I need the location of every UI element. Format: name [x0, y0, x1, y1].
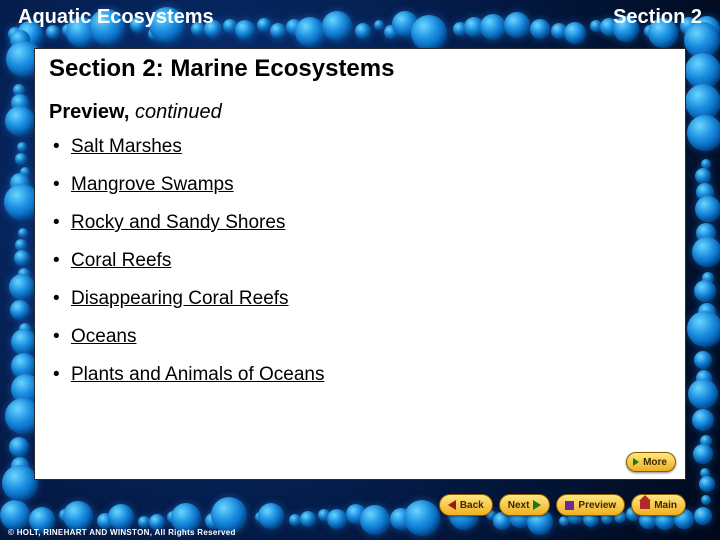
play-icon [633, 458, 639, 466]
slide: Aquatic Ecosystems Section 2 Section 2: … [0, 0, 720, 540]
header-right: Section 2 [613, 6, 702, 29]
nav-bar: Back Next Preview Main [439, 494, 686, 516]
back-button[interactable]: Back [439, 494, 493, 516]
more-label: More [643, 457, 667, 468]
square-icon [565, 501, 574, 510]
header: Aquatic Ecosystems Section 2 [18, 6, 702, 29]
content-panel: Section 2: Marine Ecosystems Preview, co… [34, 48, 686, 480]
subtitle: Preview, continued [49, 101, 671, 124]
bullet-link[interactable]: Rocky and Sandy Shores [71, 212, 285, 233]
bullet-link[interactable]: Salt Marshes [71, 136, 182, 157]
main-button[interactable]: Main [631, 494, 686, 516]
bullet-link[interactable]: Coral Reefs [71, 250, 171, 271]
next-label: Next [508, 500, 530, 511]
section-title: Section 2: Marine Ecosystems [49, 55, 671, 83]
bullet-item[interactable]: Mangrove Swamps [49, 174, 671, 196]
footer-copyright: © HOLT, RINEHART AND WINSTON, All Rights… [8, 528, 236, 537]
bullet-item[interactable]: Coral Reefs [49, 250, 671, 272]
bullet-item[interactable]: Disappearing Coral Reefs [49, 288, 671, 310]
next-button[interactable]: Next [499, 494, 551, 516]
chevron-left-icon [448, 500, 456, 510]
back-label: Back [460, 500, 484, 511]
bullet-list: Salt Marshes Mangrove Swamps Rocky and San… [49, 136, 671, 386]
bullet-link[interactable]: Disappearing Coral Reefs [71, 288, 289, 309]
bullet-link[interactable]: Oceans [71, 326, 136, 347]
preview-button[interactable]: Preview [556, 494, 625, 516]
bullet-link[interactable]: Plants and Animals of Oceans [71, 364, 324, 385]
subtitle-bold: Preview, [49, 101, 129, 123]
bullet-item[interactable]: Salt Marshes [49, 136, 671, 158]
chevron-right-icon [533, 500, 541, 510]
bullet-item[interactable]: Rocky and Sandy Shores [49, 212, 671, 234]
subtitle-italic: continued [129, 101, 221, 123]
bullet-item[interactable]: Oceans [49, 326, 671, 348]
bullet-link[interactable]: Mangrove Swamps [71, 174, 234, 195]
preview-label: Preview [578, 500, 616, 511]
main-label: Main [654, 500, 677, 511]
home-icon [640, 501, 650, 509]
more-button[interactable]: More [626, 452, 676, 472]
header-left: Aquatic Ecosystems [18, 6, 214, 29]
bullet-item[interactable]: Plants and Animals of Oceans [49, 364, 671, 386]
